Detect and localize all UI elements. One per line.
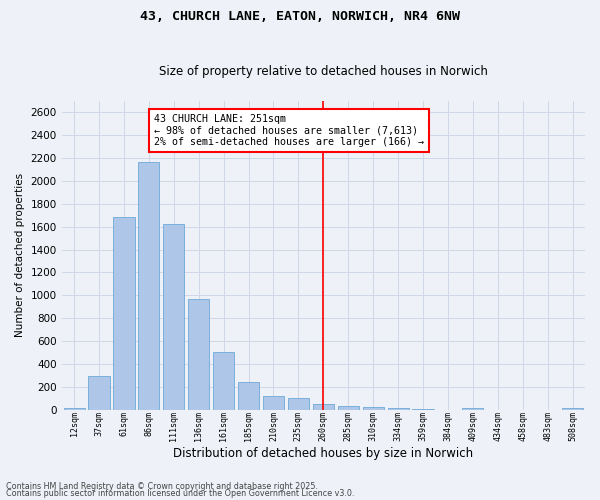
- Bar: [213, 352, 234, 410]
- Bar: [313, 404, 334, 410]
- Text: 43 CHURCH LANE: 251sqm
← 98% of detached houses are smaller (7,613)
2% of semi-d: 43 CHURCH LANE: 251sqm ← 98% of detached…: [154, 114, 424, 148]
- Bar: [263, 396, 284, 410]
- Bar: [362, 407, 384, 410]
- Bar: [288, 398, 309, 410]
- Y-axis label: Number of detached properties: Number of detached properties: [15, 173, 25, 338]
- Bar: [338, 406, 359, 410]
- Bar: [138, 162, 160, 410]
- Bar: [238, 382, 259, 410]
- Text: Contains public sector information licensed under the Open Government Licence v3: Contains public sector information licen…: [6, 489, 355, 498]
- Bar: [64, 408, 85, 410]
- Bar: [388, 408, 409, 410]
- Bar: [163, 224, 184, 410]
- X-axis label: Distribution of detached houses by size in Norwich: Distribution of detached houses by size …: [173, 447, 473, 460]
- Bar: [88, 376, 110, 410]
- Bar: [188, 299, 209, 410]
- Text: 43, CHURCH LANE, EATON, NORWICH, NR4 6NW: 43, CHURCH LANE, EATON, NORWICH, NR4 6NW: [140, 10, 460, 23]
- Bar: [462, 408, 484, 410]
- Bar: [113, 218, 134, 410]
- Text: Contains HM Land Registry data © Crown copyright and database right 2025.: Contains HM Land Registry data © Crown c…: [6, 482, 318, 491]
- Title: Size of property relative to detached houses in Norwich: Size of property relative to detached ho…: [159, 66, 488, 78]
- Bar: [562, 408, 583, 410]
